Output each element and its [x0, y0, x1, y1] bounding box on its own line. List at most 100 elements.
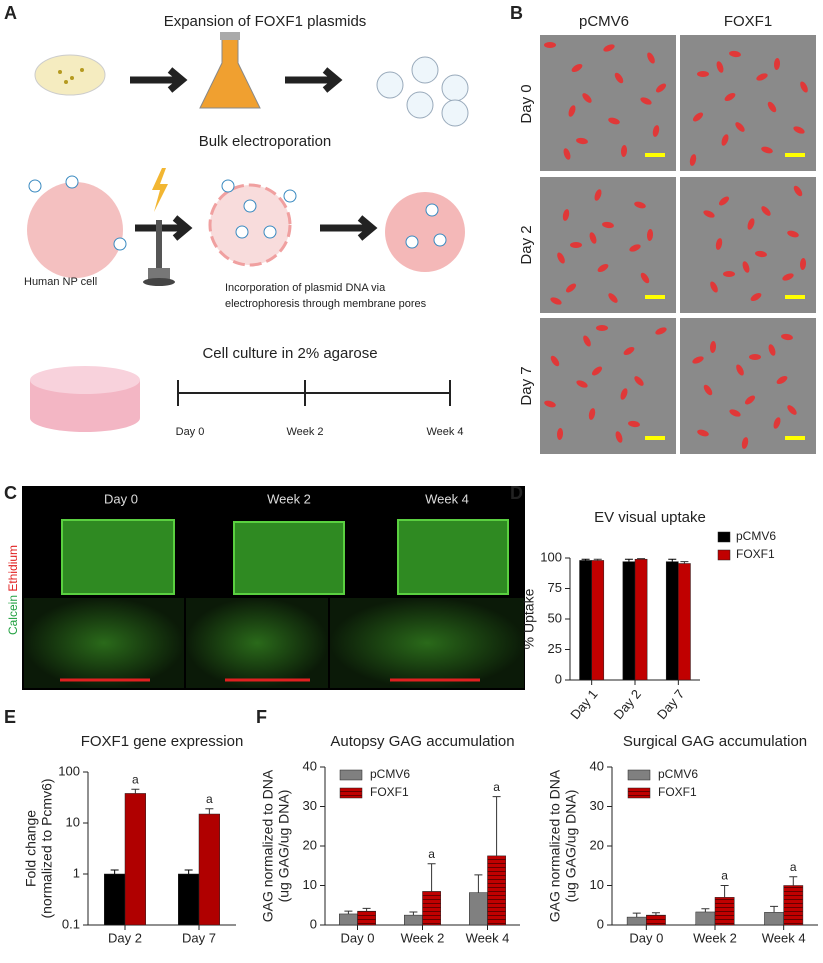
legend-swatch [717, 531, 731, 543]
error-bar [184, 869, 193, 874]
cell [608, 117, 620, 125]
cell [591, 366, 603, 376]
cell [557, 252, 565, 264]
x-tick-label: Day 7 [654, 686, 687, 722]
cell [692, 356, 704, 364]
cell-label: Human NP cell [24, 276, 97, 288]
stain-label: Calcein Ethidium [6, 545, 20, 635]
cell [570, 242, 582, 248]
error-bar [593, 558, 602, 561]
y-tick-label: 75 [548, 580, 562, 595]
legend-label: FOXF1 [658, 785, 697, 799]
caption-line: electrophoresis through membrane pores [225, 298, 427, 310]
cell [628, 420, 640, 428]
cell [576, 380, 588, 388]
plate-icon [34, 54, 106, 96]
cell [568, 105, 576, 117]
cell [647, 52, 655, 64]
bar [783, 885, 804, 926]
cell [550, 355, 560, 367]
cell [716, 61, 724, 73]
annotation: a [428, 847, 435, 861]
cell [571, 63, 583, 73]
cell [556, 428, 564, 440]
x-tick-label: Week 2 [693, 930, 737, 945]
y-axis-label: (ug GAG/ug DNA) [563, 790, 579, 903]
cell [735, 122, 745, 132]
cell [741, 437, 749, 449]
cell [582, 93, 592, 103]
gel-images [61, 519, 509, 595]
micrograph [680, 177, 816, 313]
x-tick-label: Week 4 [466, 930, 510, 945]
plasmid-icons [376, 56, 469, 127]
row-label: Day 2 [518, 225, 535, 264]
micrograph [680, 35, 816, 171]
y-tick-label: 0 [310, 916, 317, 931]
cell [749, 354, 761, 360]
timeline-ticks [177, 380, 451, 406]
panel-label: D [510, 483, 523, 503]
error-bar [651, 912, 660, 916]
error-bar [637, 558, 646, 560]
cell [589, 232, 597, 244]
x-tick-label: Day 2 [108, 930, 142, 945]
y-tick-label: 10 [590, 877, 604, 892]
bar [579, 560, 592, 681]
cell [744, 395, 756, 405]
cell [550, 297, 562, 305]
step-title: Bulk electroporation [199, 133, 332, 150]
cell [724, 92, 736, 102]
cell [640, 272, 650, 284]
x-tick-label: Day 2 [611, 686, 644, 722]
y-tick-label: 100 [58, 763, 80, 778]
micrograph [540, 177, 676, 313]
bar [678, 563, 691, 681]
cell [655, 327, 667, 335]
annotation: a [132, 772, 139, 786]
plasmid-icons [405, 203, 447, 249]
cell [655, 83, 667, 93]
error-bar [720, 885, 729, 898]
bar [764, 912, 784, 926]
cell [697, 71, 709, 77]
chart-title: Surgical GAG accumulation [623, 733, 807, 750]
cell [634, 376, 644, 386]
error-bar [770, 905, 779, 913]
row-label: Day 7 [518, 366, 535, 405]
cell [620, 388, 628, 400]
cell [721, 134, 729, 146]
cell [583, 335, 591, 347]
column-label: FOXF1 [724, 13, 772, 30]
annotation: a [790, 860, 797, 874]
error-bar [701, 908, 710, 912]
cell [742, 261, 750, 273]
x-tick-label: Day 0 [341, 930, 375, 945]
bar [124, 793, 146, 926]
cell [652, 125, 660, 137]
annotation: a [721, 869, 728, 883]
cell [761, 206, 771, 216]
chart-title: Autopsy GAG accumulation [330, 733, 514, 750]
cell-fields [24, 598, 524, 688]
caption-line: Incorporation of plasmid DNA via [225, 282, 386, 294]
error-bar [110, 869, 119, 874]
cell [608, 293, 618, 303]
timeline-label: Day 0 [176, 426, 205, 438]
cell [602, 221, 614, 229]
cell [629, 244, 641, 252]
y-tick-label: 30 [590, 798, 604, 813]
cell [710, 281, 718, 293]
step-title: Expansion of FOXF1 plasmids [164, 13, 367, 30]
legend-label: FOXF1 [736, 547, 775, 561]
bar [634, 558, 648, 681]
cell [709, 341, 717, 353]
cell [756, 73, 768, 81]
legend-swatch [717, 549, 731, 561]
bar [357, 910, 376, 926]
cell [723, 271, 735, 277]
annotation: a [493, 780, 500, 794]
cell [799, 258, 807, 270]
column-label: Week 2 [267, 491, 311, 506]
